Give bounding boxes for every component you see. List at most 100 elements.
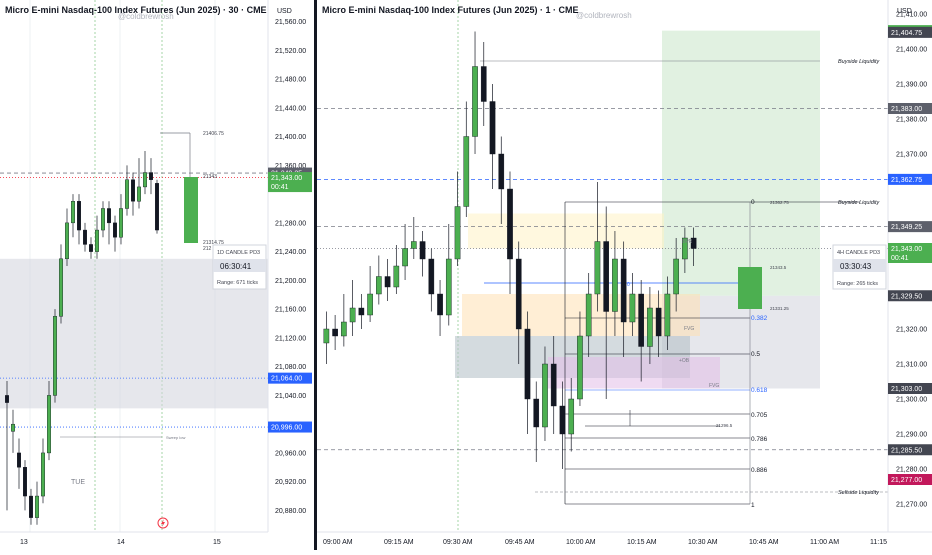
candle-body xyxy=(585,293,592,337)
fib-price: 21343.5 xyxy=(770,265,787,270)
candle-body xyxy=(647,307,653,347)
fib-level: 0 xyxy=(751,199,755,206)
fib-level: 0.618 xyxy=(751,387,768,394)
left-x-label: 13 xyxy=(20,539,28,546)
candle-body xyxy=(655,307,662,337)
price-tag xyxy=(888,290,932,302)
fib-level: 0.705 xyxy=(751,412,768,419)
right-currency: USD xyxy=(897,8,912,15)
price-tag-label: 21,343.00 xyxy=(891,246,922,253)
price-tag xyxy=(268,421,312,433)
price-tick: 21,320.00 xyxy=(896,327,927,334)
candle-body xyxy=(76,201,81,231)
candle-body xyxy=(620,258,627,323)
price-tag xyxy=(268,372,312,384)
price-tag-label: 21,277.00 xyxy=(891,477,922,484)
pane-divider[interactable] xyxy=(314,0,317,550)
candle-body xyxy=(419,241,426,260)
price-tick: 21,290.00 xyxy=(896,432,927,439)
candle-body xyxy=(23,467,28,497)
left-watermark: @coldbrewrosh xyxy=(118,12,174,21)
right-box-title: 4H CANDLE PD3 xyxy=(837,250,880,256)
candle-body xyxy=(100,208,105,231)
fib-level: 0.382 xyxy=(751,315,768,322)
candle-body xyxy=(603,241,610,312)
price-tick: 21,240.00 xyxy=(275,249,306,256)
candle-body xyxy=(341,321,347,337)
right-pane[interactable]: Buyside Liquidity Buyside Liquidity Sell… xyxy=(317,0,888,532)
right-x-label: 09:00 AM xyxy=(323,539,353,546)
candle-body xyxy=(323,328,330,344)
price-tick: 20,880.00 xyxy=(275,508,306,515)
left-overlay: 21406.75 21343 21314.75 212 Sweep low xyxy=(60,131,224,440)
alert-icon[interactable] xyxy=(157,517,169,529)
zone-rect xyxy=(548,357,720,389)
price-tag xyxy=(888,103,932,114)
price-tick: 21,370.00 xyxy=(896,152,927,159)
candle-body xyxy=(690,237,697,249)
right-structure xyxy=(480,60,888,505)
ob-label: +OB xyxy=(679,358,690,364)
candle-body xyxy=(10,423,15,432)
price-tick: 21,280.00 xyxy=(275,220,306,227)
candle-body xyxy=(507,188,513,260)
candle-body xyxy=(682,237,688,260)
price-tick: 21,080.00 xyxy=(275,364,306,371)
zone-rect xyxy=(468,213,664,249)
candle-body xyxy=(41,452,46,497)
right-price-axis[interactable]: USD 21,410.00 21,400.00 21,390.00 21,380.00… xyxy=(887,0,932,550)
candle-body xyxy=(542,363,548,428)
price-tag xyxy=(888,221,932,233)
candle-body xyxy=(594,241,601,295)
left-note-mid: 21343 xyxy=(203,174,217,180)
candle-body xyxy=(472,66,478,137)
candle-body xyxy=(533,398,540,428)
left-time-axis[interactable]: 13 14 15 xyxy=(0,531,268,550)
price-tag xyxy=(888,26,932,38)
candle-body xyxy=(82,229,87,245)
left-price-axis[interactable]: USD 21,560.00 21,520.00 21,480.00 21,440.00… xyxy=(267,0,314,550)
right-time-axis[interactable]: 09:00 AM 09:15 AM 09:30 AM 09:45 AM 10:0… xyxy=(317,531,932,550)
candle-body xyxy=(428,258,435,295)
zone-rect xyxy=(662,30,820,296)
bpr-label: BPR xyxy=(682,239,693,245)
buyside-label: Buyside Liquidity xyxy=(838,200,881,206)
left-pane[interactable]: 21406.75 21343 21314.75 212 Sweep low 1D… xyxy=(0,0,268,532)
price-tag xyxy=(888,173,932,185)
candle-body xyxy=(673,258,679,295)
candle-body xyxy=(515,258,522,330)
left-projection-candle xyxy=(184,177,198,243)
price-tag-countdown: 00:41 xyxy=(271,184,289,191)
candle-body xyxy=(489,101,496,155)
candle-body xyxy=(550,363,557,407)
right-box-range: Range: 265 ticks xyxy=(837,281,878,287)
candle-body xyxy=(124,179,129,209)
right-candle-box: 4H CANDLE PD3 03:30:43 Range: 265 ticks xyxy=(832,244,887,290)
left-box-range: Range: 671 ticks xyxy=(217,280,258,286)
left-title: Micro E-mini Nasdaq-100 Index Futures (J… xyxy=(5,5,267,15)
price-tick: 20,920.00 xyxy=(275,479,306,486)
candle-body xyxy=(524,328,531,400)
candle-body xyxy=(88,244,93,252)
candle-body xyxy=(106,208,111,224)
candle-body xyxy=(148,172,153,180)
candle-body xyxy=(59,258,64,317)
candle-body xyxy=(53,316,58,396)
right-box-timer: 03:30:43 xyxy=(840,262,872,271)
fvg-label: FVG xyxy=(709,383,719,389)
left-note-l2: 212 xyxy=(203,246,212,252)
price-tick: 21,480.00 xyxy=(275,77,306,84)
fib-level: 0.786 xyxy=(751,436,768,443)
left-candle-box: 1D CANDLE PD3 06:30:41 Range: 671 ticks xyxy=(212,244,267,290)
candle-body xyxy=(130,179,135,202)
candle-body xyxy=(612,258,618,312)
candle-body xyxy=(349,307,356,323)
price-tag-countdown: 00:41 xyxy=(891,255,909,262)
price-tick: 21,160.00 xyxy=(275,307,306,314)
price-tick: 21,560.00 xyxy=(275,19,306,26)
price-tag xyxy=(888,383,932,394)
price-tick: 21,390.00 xyxy=(896,82,927,89)
price-tick: 21,410.00 xyxy=(896,12,927,19)
left-box-title: 1D CANDLE PD3 xyxy=(217,250,260,256)
price-tag-label: 20,996.00 xyxy=(271,425,302,432)
